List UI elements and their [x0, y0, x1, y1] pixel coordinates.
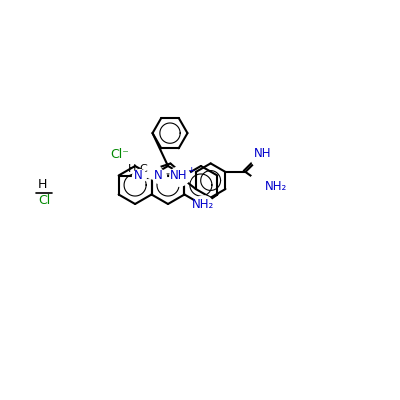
Text: H: H	[37, 178, 47, 192]
Text: N: N	[154, 169, 163, 182]
Text: N: N	[134, 169, 143, 182]
Text: NH: NH	[170, 169, 187, 182]
Text: +: +	[187, 166, 194, 175]
Text: Cl: Cl	[38, 194, 50, 206]
Text: NH₂: NH₂	[192, 198, 214, 211]
Text: Cl⁻: Cl⁻	[110, 148, 130, 162]
Text: H₃C: H₃C	[128, 164, 148, 174]
Text: NH: NH	[254, 148, 271, 160]
Text: NH₂: NH₂	[264, 180, 287, 194]
Text: N: N	[180, 169, 189, 182]
